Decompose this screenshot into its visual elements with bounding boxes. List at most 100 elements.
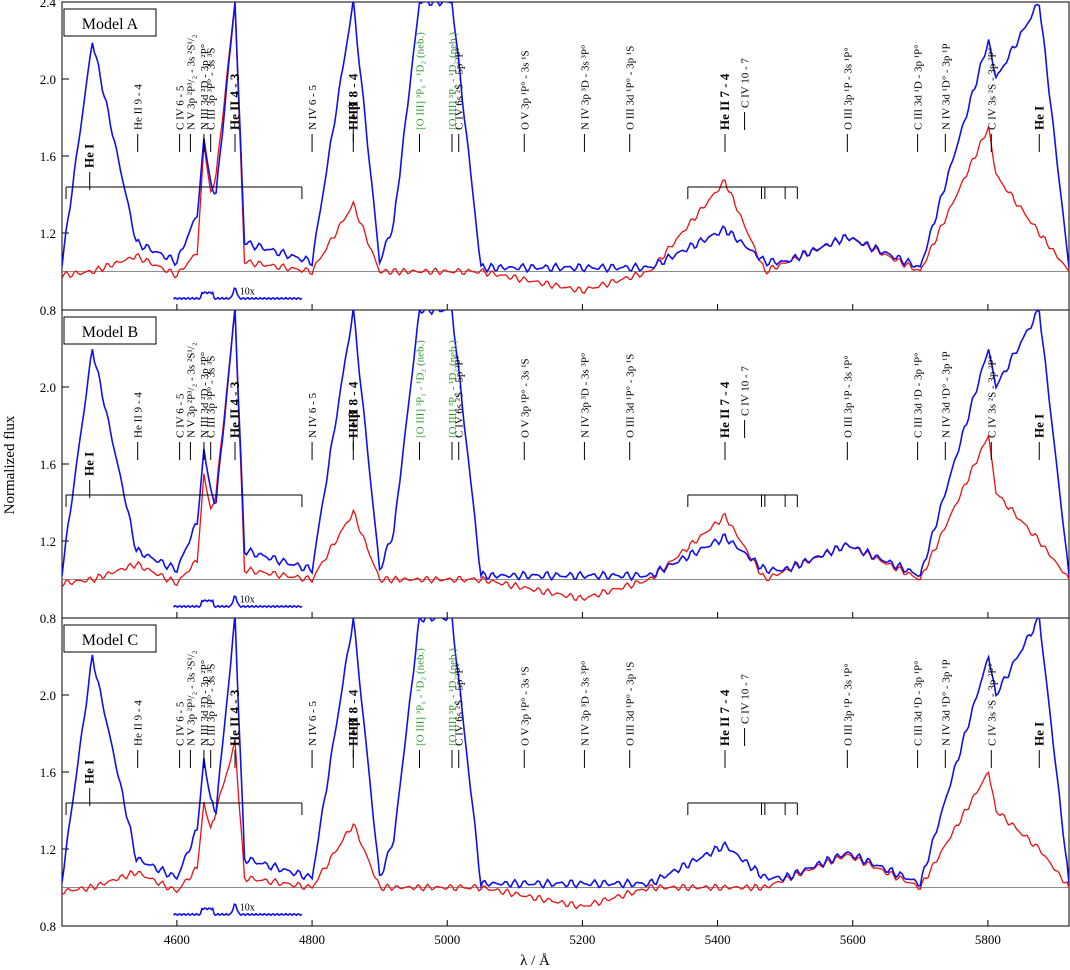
y-tick-label: 2.0 [40, 380, 56, 395]
line-id-label: C IV 3s ²S - 3p ²P° [986, 663, 998, 746]
panel-label-text: Model A [82, 16, 139, 33]
line-id-label: C IV 6s ²S - 5p ²P° [454, 663, 466, 746]
model-spectrum [62, 739, 1069, 910]
line-id-label: C IV 3s ²S - 3p ²P° [986, 355, 998, 438]
line-id-label: C III 3p ³P° - 3s ³S [206, 664, 218, 747]
line-id-label: C III 3p ³P° - 3s ³S [206, 356, 218, 439]
line-id-label: He I [82, 760, 97, 784]
line-id-label: O V 3p ¹P° - 3s ¹S [519, 50, 531, 130]
y-tick-label: 0.8 [40, 919, 56, 934]
line-id-label: C III 3p ³P° - 3s ³S [206, 48, 218, 131]
observed-spectrum [62, 618, 1069, 890]
line-id-label: He II 9 - 4 [133, 392, 145, 438]
x-tick-label: 4600 [164, 932, 190, 947]
line-id-label: [O III] ³P₁ - ¹D₂ (neb.) [415, 32, 427, 130]
line-id-label: [O III] ³P₁ - ¹D₂ (neb.) [415, 340, 427, 438]
panel-label: Model B [63, 316, 157, 345]
line-id-label: C III 3d ¹D - 3p ¹P° [913, 44, 925, 130]
line-id-label: O V 3p ¹P° - 3s ¹S [519, 358, 531, 438]
line-id-label: He II 7 - 4 [717, 381, 732, 438]
panel-label-box [63, 316, 157, 345]
line-id-label: N IV 3d ¹D° - 3p ¹P [940, 659, 952, 746]
line-id-label: C IV 6s ²S - 5p ²P° [454, 355, 466, 438]
observed-spectrum [62, 2, 1069, 274]
line-id-label: He I [1031, 106, 1046, 130]
line-id-label: He I [82, 452, 97, 476]
line-id-label: N IV 3p ³D - 3s ³P° [579, 353, 591, 438]
line-id-label: C IV 10 - 7 [740, 674, 752, 724]
line-id-label: [O III] ³P₂ - ¹D₂ (neb.) [447, 648, 459, 746]
line-id-label: He II 8 - 4 [345, 689, 360, 746]
y-tick-label: 0.8 [40, 303, 56, 318]
line-id-label: C IV 6s ²S - 5p ²P° [454, 47, 466, 130]
line-id-label: N IV 3p ³D - 3s ³P° [579, 45, 591, 130]
line-id-label: He II 4 - 3 [227, 73, 242, 130]
line-id-label: N V 3p ²P³/₂ - 3s ²S¹/₂ [185, 342, 197, 438]
line-id-label: He II 9 - 4 [133, 84, 145, 130]
line-id-label: He I [1031, 722, 1046, 746]
line-id-label: N IV 6 - 5 [307, 700, 319, 746]
line-id-label: O V 3p ¹P° - 3s ¹S [519, 666, 531, 746]
y-axis-title: Normalized flux [2, 415, 18, 514]
inset-spectrum [172, 287, 303, 301]
inset-label: 10x [240, 902, 255, 913]
line-id-label: N IV 3d ¹D° - 3p ¹P [940, 43, 952, 130]
y-tick-label: 1.2 [40, 226, 56, 241]
line-id-label: O III 3p ¹P - 3s ¹P° [842, 663, 854, 746]
inset-label: 10x [240, 286, 255, 297]
line-id-label: N III 3d ²D - 3p ²P° [199, 352, 211, 438]
line-id-label: He II 4 - 3 [227, 381, 242, 438]
y-tick-label: 1.2 [40, 534, 56, 549]
observed-spectrum [62, 310, 1069, 582]
line-id-label: Hβ [345, 719, 360, 736]
line-id-label: Hβ [345, 411, 360, 428]
inset-label: 10x [240, 594, 255, 605]
line-id-label: N III 3d ²D - 3p ²P° [199, 660, 211, 746]
panel-2: 0.8 1.2 1.6 2.0 10x Model B He I He II 9 - 4 C I… [40, 309, 1070, 626]
panel-label-text: Model B [82, 324, 138, 341]
line-id-label: C IV 6 - 5 [175, 85, 187, 130]
line-id-label: O III 3d ¹P° - 3p ¹S [625, 46, 637, 130]
line-id-label: O III 3p ¹P - 3s ¹P° [842, 355, 854, 438]
line-id-label: [O III] ³P₂ - ¹D₂ (neb.) [447, 340, 459, 438]
line-id-label: C IV 3s ²S - 3p ²P° [986, 47, 998, 130]
line-id-label: He II 4 - 3 [227, 689, 242, 746]
panel-label: Model C [63, 624, 157, 653]
x-axis: 4600 4800 5000 5200 5400 5600 5800 [164, 932, 1001, 947]
x-tick-label: 5200 [569, 932, 595, 947]
line-id-label: O III 3d ¹P° - 3p ¹S [625, 662, 637, 746]
line-id-label: Hβ [345, 103, 360, 120]
y-tick-label: 1.6 [40, 149, 57, 164]
line-id-label: N V 3p ²P³/₂ - 3s ²S¹/₂ [185, 34, 197, 130]
panel-label-box [63, 624, 157, 653]
panel-label-text: Model C [82, 632, 138, 649]
x-tick-label: 5600 [840, 932, 866, 947]
panels-group: 0.8 1.2 1.6 2.0 2.4 10x Model A He I He II 9 - 4… [40, 0, 1070, 934]
inset-spectrum [172, 903, 303, 917]
line-id-label: N V 3p ²P³/₂ - 3s ²S¹/₂ [185, 650, 197, 746]
x-tick-label: 5800 [975, 932, 1001, 947]
inset-spectrum [172, 595, 303, 609]
line-id-label: N IV 6 - 5 [307, 392, 319, 438]
y-tick-label: 1.6 [40, 457, 57, 472]
y-tick-label: 1.6 [40, 765, 57, 780]
line-id-label: [O III] ³P₂ - ¹D₂ (neb.) [447, 32, 459, 130]
line-id-label: N IV 3d ¹D° - 3p ¹P [940, 351, 952, 438]
line-id-label: O III 3p ¹P - 3s ¹P° [842, 47, 854, 130]
line-id-label: C IV 10 - 7 [740, 366, 752, 416]
panel-3: 0.8 1.2 1.6 2.0 10x Model C He I He II 9 - 4 C I… [40, 617, 1070, 934]
line-id-label: C IV 10 - 7 [740, 58, 752, 108]
line-id-label: C IV 6 - 5 [175, 393, 187, 438]
panel-label: Model A [63, 8, 157, 37]
panel-label-box [63, 8, 157, 37]
y-tick-label: 0.8 [40, 611, 56, 626]
x-tick-label: 5000 [434, 932, 460, 947]
panel-1: 0.8 1.2 1.6 2.0 2.4 10x Model A He I He II 9 - 4… [40, 0, 1070, 318]
x-tick-label: 5400 [705, 932, 731, 947]
line-id-label: N III 3d ²D - 3p ²P° [199, 44, 211, 130]
line-id-label: N IV 6 - 5 [307, 84, 319, 130]
y-tick-label: 2.0 [40, 72, 56, 87]
line-id-label: C III 3d ¹D - 3p ¹P° [913, 352, 925, 438]
line-id-label: He I [1031, 414, 1046, 438]
